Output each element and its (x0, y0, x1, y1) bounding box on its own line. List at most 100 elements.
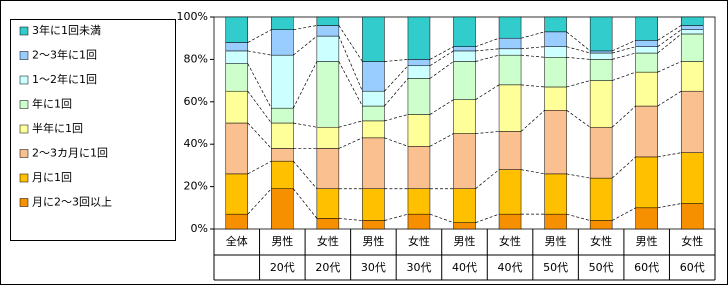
connector-line (566, 213, 591, 221)
bar-segment (362, 220, 385, 230)
legend-swatch (19, 198, 29, 207)
legend-swatch (19, 124, 29, 134)
bar-segment (635, 156, 658, 209)
connector-line (475, 169, 500, 189)
bar-segment (362, 61, 385, 92)
connector-line (247, 122, 272, 149)
bar-segment (271, 160, 294, 189)
bar-segment (407, 146, 431, 189)
x-tick-label: 男性 (636, 234, 658, 248)
bar-segment (362, 105, 385, 122)
connector-line (384, 65, 409, 92)
connector-line (612, 46, 636, 54)
bar-segment (316, 188, 340, 219)
bar-segment (362, 16, 385, 62)
bar-segment (316, 148, 340, 189)
bar-segment (680, 152, 704, 204)
connector-line (429, 133, 454, 147)
x-tick-label: 女性 (317, 234, 339, 248)
connector-line (657, 152, 682, 158)
bar-segment (453, 188, 476, 223)
bar-segment (225, 16, 249, 43)
connector-line (293, 25, 317, 31)
bar-segment (225, 63, 249, 92)
legend-swatch (19, 51, 29, 60)
connector-line (611, 156, 636, 179)
bar-segment (407, 188, 431, 215)
bar-segment (225, 90, 249, 124)
connector-line (384, 137, 409, 147)
bar-segment (453, 99, 476, 134)
x-tick-label: 女性 (681, 234, 703, 248)
legend-label: 1～2年に1回 (32, 72, 97, 86)
connector-line (384, 59, 408, 62)
connector-line (657, 203, 682, 209)
x-tick-label: 20代 (270, 261, 295, 274)
bar-segment (498, 131, 522, 170)
bar-segment (271, 122, 294, 149)
legend-swatch (19, 149, 29, 158)
legend-label: 年に1回 (32, 97, 72, 111)
bar-segment (498, 84, 522, 132)
bar-segment (453, 16, 476, 47)
connector-line (338, 120, 363, 128)
bar-segment (589, 16, 613, 52)
x-tick-label: 50代 (543, 261, 568, 274)
legend-label: 2～3カ月に1回 (32, 147, 108, 160)
bar-segment (680, 61, 704, 92)
bar-segment (544, 31, 567, 47)
bar-segment (680, 16, 704, 26)
connector-line (384, 213, 409, 221)
connector-line (293, 35, 318, 56)
bar-segment (271, 54, 294, 109)
bar-segment (407, 16, 431, 60)
connector-line (293, 61, 318, 109)
y-tick-label: 60% (184, 95, 208, 108)
bar-segment (271, 16, 294, 30)
bar-segment (362, 137, 385, 189)
bar-segment (544, 173, 567, 215)
bar-segment (498, 48, 522, 56)
x-tick-label: 30代 (406, 261, 431, 274)
bar-segment (271, 29, 294, 56)
connector-line (247, 29, 272, 43)
connector-line (338, 137, 363, 149)
y-tick-label: 0% (191, 222, 208, 235)
connector-line (520, 110, 545, 132)
legend-label: 月に2～3回以上 (32, 196, 112, 209)
connector-line (611, 40, 636, 52)
bar-segment (225, 173, 249, 215)
legend-swatch (19, 26, 29, 36)
x-tick-label: 30代 (361, 261, 386, 274)
bar-segment (316, 16, 340, 26)
bar-segment (589, 126, 613, 179)
bar-segment (453, 133, 476, 189)
bar-segment (544, 213, 567, 230)
connector-line (520, 169, 545, 175)
connector-line (338, 25, 363, 62)
bar-segment (589, 59, 613, 81)
bar-segment (680, 33, 704, 62)
bar-segment (316, 61, 340, 128)
bar-segment (680, 90, 704, 153)
connector-line (521, 46, 545, 50)
bar-segment (589, 177, 613, 221)
legend-swatch (19, 75, 29, 85)
bar-segment (635, 40, 658, 47)
legend-label: 半年に1回 (32, 121, 83, 135)
bar-segment (544, 46, 567, 58)
connector-line (657, 61, 682, 73)
bar-segment (407, 59, 431, 67)
connector-line (475, 37, 500, 48)
bar-segment (635, 71, 658, 107)
bar-segment (544, 86, 567, 111)
bar-segment (453, 50, 476, 62)
bar-segment (316, 25, 340, 37)
connector-line (429, 213, 454, 223)
bar-segment (589, 220, 613, 230)
bar-segment (453, 222, 476, 230)
bar-segment (680, 29, 704, 35)
bar-segment (635, 52, 658, 73)
bar-segment (498, 213, 522, 230)
